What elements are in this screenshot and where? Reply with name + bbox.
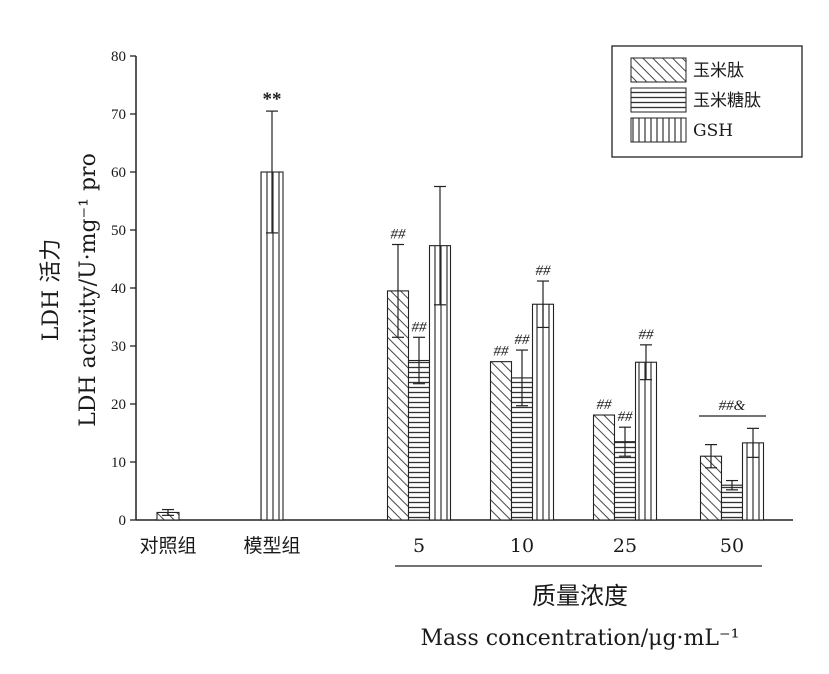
annotations: ** ## ## ## ## ## ## ## ##	[263, 89, 655, 425]
y-tick-label: 30	[111, 339, 126, 355]
y-axis-label-line1: LDH 活力	[39, 239, 64, 341]
bar-corn-peptide-10	[489, 361, 513, 521]
y-tick-label: 80	[111, 49, 126, 65]
group-50-annotation: ##&	[719, 398, 746, 414]
category-label: 模型组	[243, 535, 300, 557]
category-labels: 对照组 模型组 5 10 25 50	[139, 535, 744, 557]
significance-label: ##	[515, 332, 531, 348]
significance-label: ##	[618, 409, 634, 425]
legend: 玉米肽 玉米糖肽 GSH	[611, 45, 803, 158]
category-label: 25	[613, 535, 637, 557]
y-ticks: 0 10 20 30 40 50 60 70 80	[111, 49, 136, 529]
y-tick-label: 10	[111, 455, 126, 471]
legend-swatch-gsh	[630, 117, 687, 143]
legend-label-corn-peptide: 玉米肽	[693, 61, 744, 81]
bars	[156, 110, 765, 521]
significance-label: ##	[536, 263, 552, 279]
legend-label-gsh: GSH	[693, 121, 733, 141]
legend-label-corn-glycopeptide: 玉米糖肽	[693, 91, 761, 111]
bar-corn-glycopeptide-5	[407, 359, 431, 521]
y-tick-label: 60	[111, 165, 126, 181]
significance-label: ##	[391, 227, 407, 243]
category-label: 对照组	[139, 535, 196, 557]
significance-label: ##	[412, 319, 428, 335]
category-label: 50	[720, 535, 744, 557]
bar-corn-peptide-25	[592, 414, 616, 521]
y-tick-label: 50	[111, 223, 126, 239]
y-tick-label: 0	[119, 513, 127, 529]
bar-gsh-10	[531, 303, 555, 521]
significance-label: **	[263, 89, 282, 110]
legend-swatch-corn-peptide	[630, 57, 687, 83]
significance-label: ##	[597, 397, 613, 413]
x-axis-label-line2: Mass concentration/μg·mL⁻¹	[421, 626, 740, 651]
y-tick-label: 70	[111, 107, 126, 123]
legend-swatch-corn-glycopeptide	[630, 87, 687, 113]
y-axis-label-line2: LDH activity/U·mg⁻¹ pro	[76, 153, 101, 427]
category-label: 5	[413, 535, 425, 557]
y-tick-label: 20	[111, 397, 126, 413]
bar-gsh-25	[634, 361, 658, 521]
significance-label: ##	[639, 327, 655, 343]
x-axis-label-line1: 质量浓度	[532, 582, 628, 610]
category-label: 10	[510, 535, 534, 557]
y-tick-label: 40	[111, 281, 126, 297]
significance-label: ##	[494, 344, 510, 360]
